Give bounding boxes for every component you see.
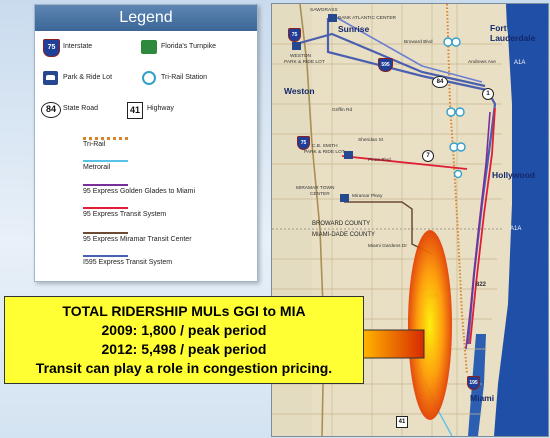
place-sawgrass: SAWGRASS [310, 8, 338, 13]
a1a-top-label: A1A [514, 60, 526, 66]
city-fort: Fort [490, 23, 507, 33]
park-ride-markers [292, 14, 353, 202]
sr822-label: 822 [476, 282, 487, 288]
road-andrews: Andrews Ave [468, 60, 496, 65]
legend-highway: Highway [147, 105, 174, 112]
turnpike-icon [141, 40, 157, 54]
us41-shield-icon: 41 [396, 416, 408, 428]
place-miramar-2: CENTER [310, 192, 330, 197]
city-hollywood: Hollywood [492, 170, 535, 180]
city-lauderdale: Lauderdale [490, 33, 536, 43]
legend-label-miramar: 95 Express Miramar Transit Center [83, 236, 192, 243]
place-miramar-1: MIRAMAR TOWN [296, 186, 335, 191]
legend-trirail-station: Tri-Rail Station [161, 74, 208, 81]
ridership-callout: TOTAL RIDERSHIP MULs GGI to MIA 2009: 1,… [4, 296, 364, 384]
park-ride-icon [43, 71, 58, 85]
legend-label-95-express: 95 Express Transit System [83, 211, 167, 218]
state-road-icon: 84 [41, 102, 61, 118]
sr7-shield-icon: 7 [422, 150, 434, 162]
place-weston-pr-1: WESTON [290, 54, 311, 59]
legend-state-road: State Road [63, 105, 99, 112]
i595-express-west [295, 32, 486, 88]
sr84-shield-icon: 84 [432, 76, 448, 88]
barrier-island [484, 4, 510, 436]
legend-interstate: Interstate [63, 43, 93, 50]
legend-park-ride: Park & Ride Lot [63, 74, 113, 81]
map-legend: Legend 75 Interstate Florida's Turnpike … [34, 4, 258, 282]
city-sunrise: Sunrise [338, 24, 370, 34]
legend-line-miramar [83, 232, 128, 234]
corridor-highlight-ellipse [408, 230, 452, 420]
i595-express-lane [333, 15, 483, 83]
place-cb-smith-2: PARK & RIDE LOT [304, 150, 345, 155]
road-miramar-pkwy: Miramar Pkwy [352, 194, 383, 199]
city-weston: Weston [284, 86, 315, 96]
a1a-mid-label: A1A [510, 226, 522, 232]
place-bank-atlantic: BANK ATLANTIC CENTER [338, 16, 397, 21]
road-miami-gardens: Miami Gardens Dr [368, 244, 407, 249]
highway-icon: 41 [127, 102, 143, 119]
95-express-route [469, 107, 496, 345]
place-broward-county: BROWARD COUNTY [312, 221, 371, 227]
i195-shield-icon: 195 [467, 376, 480, 390]
i75-south-shield-icon: 75 [297, 136, 310, 150]
place-cb-smith-1: C.B. SMITH [312, 144, 338, 149]
us1-shield-icon: 1 [482, 88, 494, 100]
legend-label-golden-glades: 95 Express Golden Glades to Miami [83, 188, 196, 195]
callout-note: Transit can play a role in congestion pr… [35, 360, 333, 376]
ocean [494, 4, 548, 436]
road-sheridan: Sheridan St [358, 138, 384, 143]
legend-line-i595 [83, 255, 128, 257]
road-griffin: Griffin Rd [332, 108, 353, 113]
95-express-pines [341, 155, 468, 170]
road-pines: Pines Blvd [368, 158, 391, 163]
callout-2012: 2012: 5,498 / peak period [101, 341, 267, 357]
city-miami: Miami [470, 393, 495, 403]
callout-title: TOTAL RIDERSHIP MULs GGI to MIA [62, 303, 306, 319]
i595-shield-icon: 595 [378, 58, 393, 72]
legend-label-i595: I595 Express Transit System [83, 259, 173, 266]
legend-line-metrorail [83, 160, 128, 162]
legend-line-95-express [83, 207, 128, 209]
place-weston-pr-2: PARK & RIDE LOT [284, 60, 325, 65]
golden-glades-route [465, 111, 491, 350]
place-miami-dade-county: MIAMI-DADE COUNTY [312, 232, 375, 238]
callout-2009: 2009: 1,800 / peak period [101, 322, 267, 338]
legend-title: Legend [35, 5, 257, 31]
road-broward-blvd: Broward Blvd [404, 40, 433, 45]
legend-label-metrorail: Metrorail [83, 164, 111, 171]
trirail-station-markers [443, 37, 466, 179]
trirail-station-icon [142, 71, 156, 85]
interstate-shield-icon: 75 [43, 39, 60, 57]
legend-line-trirail [83, 137, 128, 140]
legend-turnpike: Florida's Turnpike [161, 43, 217, 50]
i75-shield-icon: 75 [288, 28, 301, 42]
legend-line-golden-glades [83, 184, 128, 186]
legend-label-trirail: Tri-Rail [83, 141, 106, 148]
